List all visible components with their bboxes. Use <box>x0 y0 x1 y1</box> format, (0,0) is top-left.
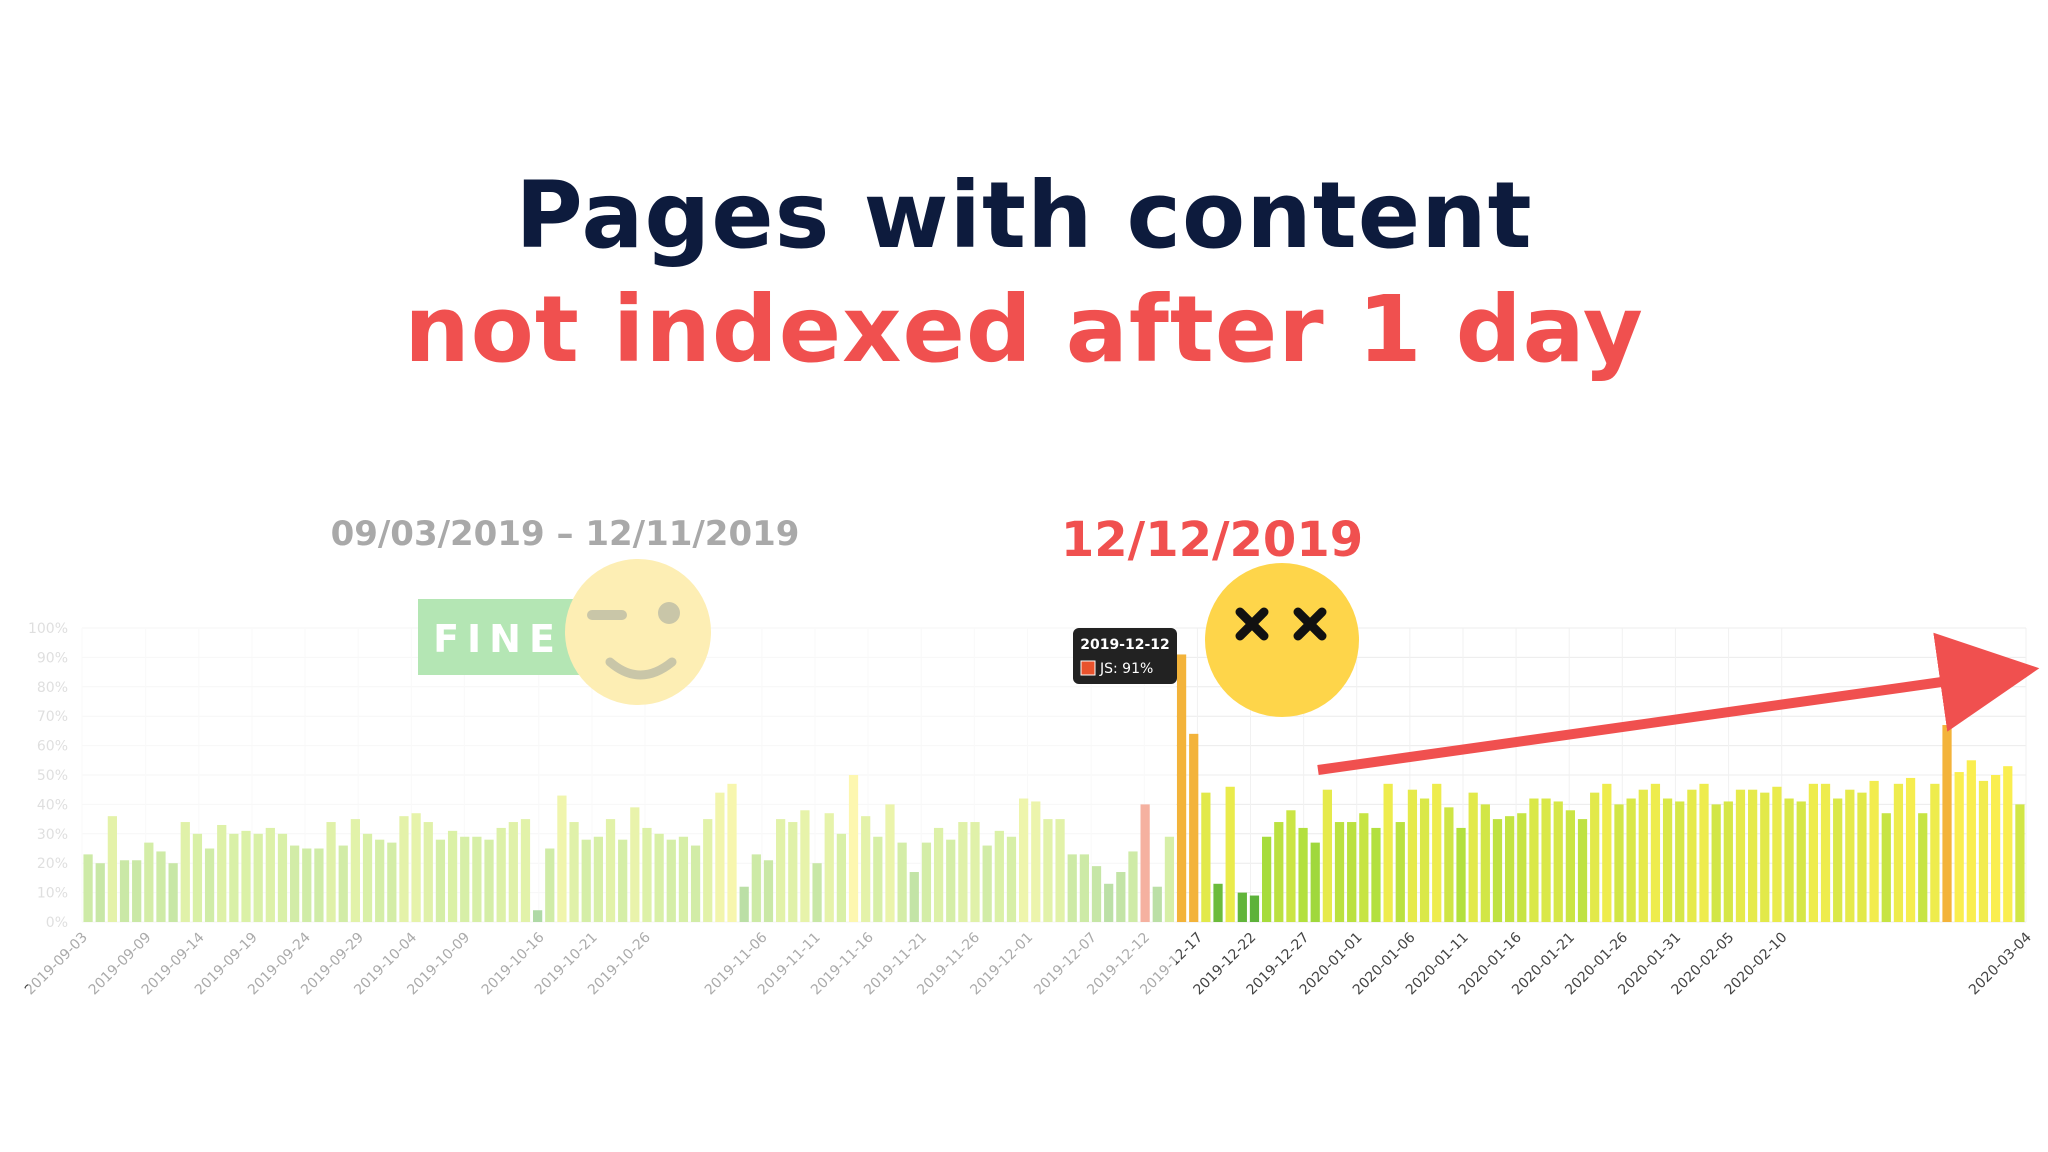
bar[interactable] <box>1991 775 2001 922</box>
bar[interactable] <box>1808 783 1818 922</box>
bar[interactable] <box>1505 816 1515 922</box>
bar[interactable] <box>1359 813 1369 922</box>
tooltip-date: 2019-12-12 <box>1080 637 1170 653</box>
bar[interactable] <box>1274 822 1284 922</box>
bar[interactable] <box>1432 783 1442 922</box>
x-tick-label: 2020-03-04 <box>1966 929 2035 998</box>
bar[interactable] <box>1723 801 1733 922</box>
bar[interactable] <box>1687 789 1697 922</box>
bar[interactable] <box>2003 766 2013 922</box>
bar[interactable] <box>1176 654 1187 922</box>
bar[interactable] <box>1407 789 1418 922</box>
fine-badge-label: FINE <box>433 617 563 661</box>
bar[interactable] <box>1857 792 1867 922</box>
bar[interactable] <box>1942 725 1952 922</box>
bar[interactable] <box>1322 789 1332 922</box>
bar[interactable] <box>2015 804 2025 922</box>
bar[interactable] <box>1760 792 1770 922</box>
bar[interactable] <box>1444 807 1454 922</box>
bar[interactable] <box>1869 780 1879 922</box>
tooltip-value: JS: 91% <box>1099 661 1153 677</box>
bar[interactable] <box>1845 789 1855 922</box>
bar[interactable] <box>1675 801 1685 922</box>
bar[interactable] <box>1201 792 1211 922</box>
bar[interactable] <box>1978 780 1989 922</box>
bar[interactable] <box>1905 777 1916 922</box>
tooltip: 2019-12-12 JS: 91% <box>1073 628 1177 684</box>
bar[interactable] <box>1286 810 1296 922</box>
bar[interactable] <box>1711 804 1721 922</box>
bar[interactable] <box>1614 804 1624 922</box>
bar[interactable] <box>1456 827 1466 922</box>
bar[interactable] <box>1310 842 1320 922</box>
title-line-1: Pages with content <box>515 162 1533 269</box>
period-after-label: 12/12/2019 <box>1061 512 1363 568</box>
bar[interactable] <box>1784 798 1794 922</box>
bar[interactable] <box>1748 789 1758 922</box>
bar[interactable] <box>1541 798 1551 922</box>
bar[interactable] <box>1577 819 1588 922</box>
bar[interactable] <box>1468 792 1478 922</box>
bar[interactable] <box>1262 836 1272 922</box>
bar[interactable] <box>1371 827 1381 922</box>
bar[interactable] <box>1796 801 1806 922</box>
bar[interactable] <box>1298 827 1308 922</box>
bar[interactable] <box>1213 883 1223 922</box>
bar[interactable] <box>1662 798 1673 922</box>
bar[interactable] <box>1347 822 1357 922</box>
bar[interactable] <box>1650 783 1661 922</box>
dizzy-face-icon <box>1205 563 1359 717</box>
bar[interactable] <box>1881 813 1891 922</box>
bar[interactable] <box>1553 801 1563 922</box>
title-line-2: not indexed after 1 day <box>404 276 1644 383</box>
bar[interactable] <box>1492 819 1503 922</box>
bar[interactable] <box>1225 786 1235 922</box>
winking-smiley-icon <box>565 559 711 705</box>
fine-badge: FINE <box>418 599 588 675</box>
bar[interactable] <box>1930 783 1940 922</box>
bar[interactable] <box>1918 813 1928 922</box>
bar[interactable] <box>1480 804 1490 922</box>
bar[interactable] <box>1820 783 1831 922</box>
bar[interactable] <box>1772 786 1782 922</box>
bar[interactable] <box>1517 813 1527 922</box>
bar[interactable] <box>1602 783 1612 922</box>
bar[interactable] <box>1893 783 1904 922</box>
bar[interactable] <box>1699 783 1709 922</box>
bar[interactable] <box>1249 895 1260 922</box>
bar[interactable] <box>1334 822 1345 922</box>
period-before-label: 09/03/2019 – 12/11/2019 <box>331 514 800 554</box>
bar[interactable] <box>1395 822 1405 922</box>
tooltip-swatch <box>1080 660 1096 676</box>
bar[interactable] <box>1626 798 1636 922</box>
bar[interactable] <box>1590 792 1600 922</box>
bar[interactable] <box>1638 789 1648 922</box>
trend-arrow-icon <box>1317 632 2040 775</box>
bar[interactable] <box>1966 760 1976 922</box>
bar[interactable] <box>1189 733 1199 922</box>
bar[interactable] <box>1419 798 1430 922</box>
bar[interactable] <box>1954 772 1964 922</box>
bar[interactable] <box>1383 783 1393 922</box>
bar[interactable] <box>1833 798 1843 922</box>
bar[interactable] <box>1237 892 1247 922</box>
bar[interactable] <box>1735 789 1746 922</box>
bar[interactable] <box>1565 810 1575 922</box>
bar[interactable] <box>1529 798 1539 922</box>
